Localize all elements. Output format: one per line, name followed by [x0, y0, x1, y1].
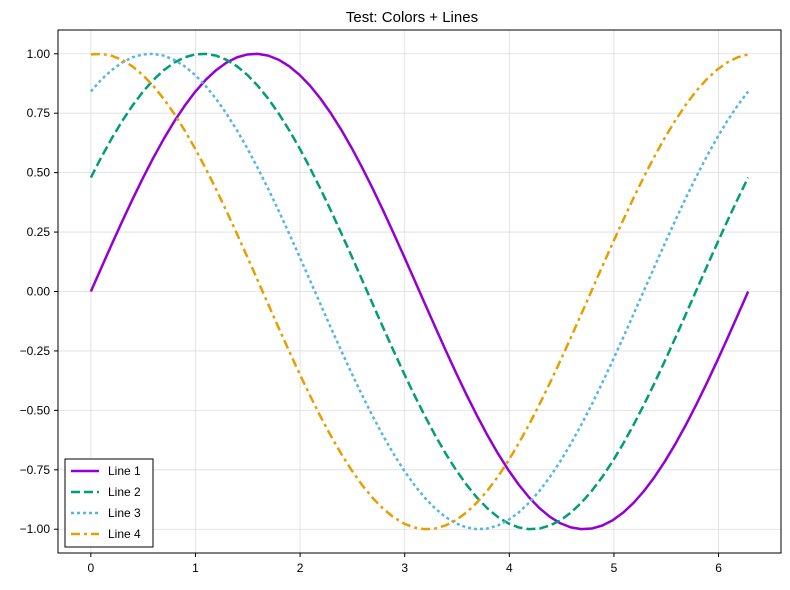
legend-label-4: Line 4 — [108, 527, 141, 541]
x-tick-label: 1 — [192, 561, 199, 575]
grid — [58, 30, 781, 553]
legend-label-1: Line 1 — [108, 464, 141, 478]
x-tick-label: 5 — [611, 561, 618, 575]
series-lines — [89, 52, 750, 531]
x-tick-label: 6 — [715, 561, 722, 575]
y-tick-label: 0.00 — [27, 285, 51, 299]
y-tick-label: −0.50 — [20, 403, 51, 417]
series-line-2 — [89, 52, 750, 531]
y-axis-ticks: −1.00 −0.75 −0.50 −0.25 0.00 0.25 0.50 0.75 1.00 — [20, 47, 58, 536]
y-tick-label: −0.75 — [20, 463, 51, 477]
legend-label-2: Line 2 — [108, 485, 141, 499]
legend: Line 1 Line 2 Line 3 Line 4 — [64, 458, 154, 548]
x-axis-ticks: 0 1 2 3 4 5 6 — [88, 553, 722, 575]
series-line-1 — [89, 52, 750, 531]
y-tick-label: −1.00 — [20, 522, 51, 536]
y-tick-label: 0.75 — [27, 106, 51, 120]
x-tick-label: 3 — [401, 561, 408, 575]
y-tick-label: 1.00 — [27, 47, 51, 61]
chart-title: Test: Colors + Lines — [346, 9, 478, 26]
x-tick-label: 4 — [506, 561, 513, 575]
legend-label-3: Line 3 — [108, 506, 141, 520]
y-tick-label: −0.25 — [20, 344, 51, 358]
y-tick-label: 0.50 — [27, 166, 51, 180]
y-tick-label: 0.25 — [27, 225, 51, 239]
legend-box — [64, 458, 154, 548]
x-tick-label: 0 — [88, 561, 95, 575]
x-tick-label: 2 — [297, 561, 304, 575]
